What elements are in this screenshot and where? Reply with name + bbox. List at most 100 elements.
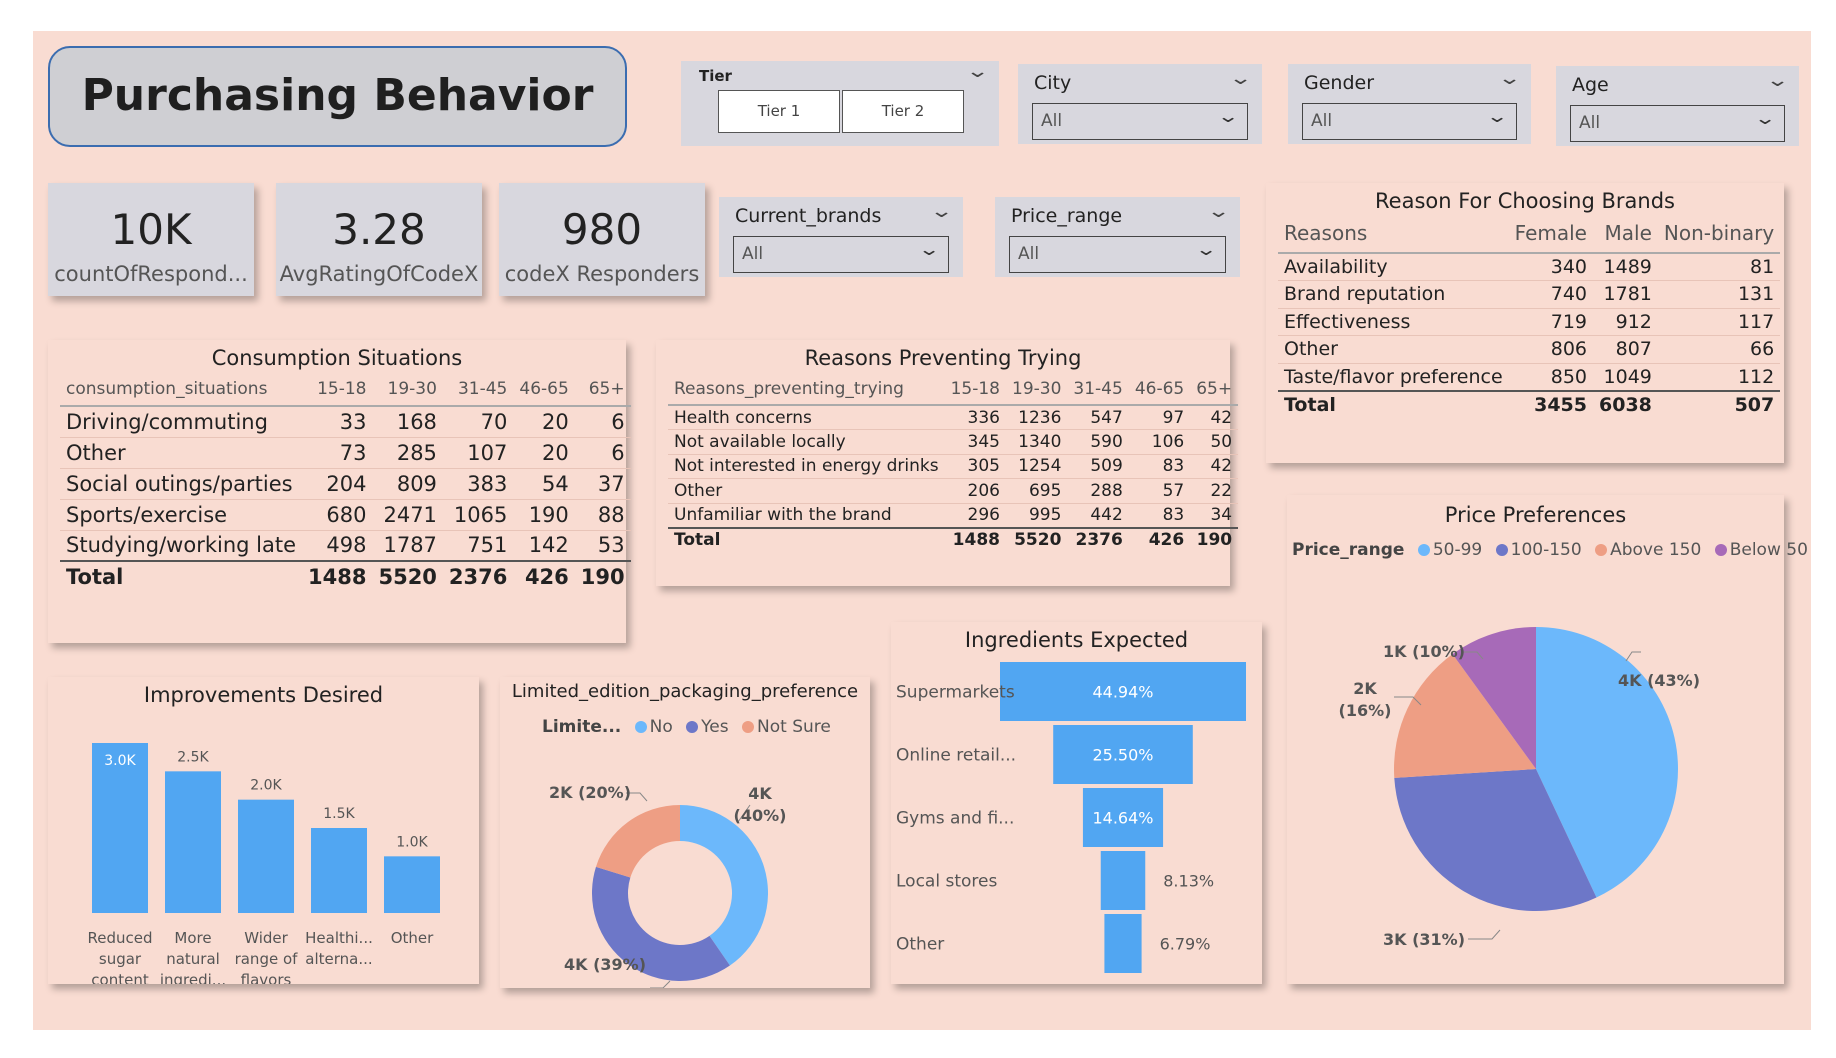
table-row: Not available locally 345 1340 590 106 50 xyxy=(668,429,1239,455)
funnel-bar[interactable] xyxy=(1000,662,1246,721)
table-cell: Effectiveness xyxy=(1278,308,1509,336)
table-cell: 83 xyxy=(1128,454,1191,479)
category-label: Healthi... xyxy=(305,929,373,947)
table-header-row: consumption_situations 15-18 19-30 31-45 46-… xyxy=(60,372,631,407)
gender-slicer[interactable]: Gender ⌄ All ⌄ xyxy=(1288,64,1531,144)
consumption-matrix-table: consumption_situations 15-18 19-30 31-45 46-… xyxy=(60,372,631,592)
table-row: Driving/commuting 33 168 70 20 6 xyxy=(60,406,631,438)
table-cell: 807 xyxy=(1593,335,1658,364)
column-header: 31-45 xyxy=(1067,373,1129,406)
price-range-slicer[interactable]: Price_range ⌄ All ⌄ xyxy=(995,197,1240,277)
table-cell: 54 xyxy=(513,468,575,500)
legend-item: Above 150 xyxy=(1610,540,1702,560)
city-slicer[interactable]: City ⌄ All ⌄ xyxy=(1018,64,1262,144)
consumption-matrix-card: Consumption Situations consumption_situa… xyxy=(48,340,631,643)
slice-data-label: 3K (31%) xyxy=(1383,930,1465,949)
price-chart-title: Price Preferences xyxy=(1444,503,1627,527)
pie-slice[interactable] xyxy=(1394,769,1597,911)
pie-slice[interactable] xyxy=(595,805,680,878)
pie-slice[interactable] xyxy=(1452,627,1536,769)
leader-line xyxy=(1394,696,1422,706)
slice-data-label: 4K (43%) xyxy=(1618,671,1700,690)
packaging-donut-chart: 4K (40%) 4K (39%) 2K (20%) xyxy=(549,783,786,988)
chevron-down-icon[interactable]: ⌄ xyxy=(929,201,954,222)
legend-item: Below 50 xyxy=(1729,540,1808,560)
current-brands-dropdown[interactable]: All ⌄ xyxy=(733,236,949,273)
table-header-row: Reasons Female Male Non-binary xyxy=(1278,213,1781,254)
table-cell: 73 xyxy=(302,437,373,469)
age-slicer[interactable]: Age ⌄ All ⌄ xyxy=(1556,66,1799,146)
funnel-bar[interactable] xyxy=(1104,914,1142,973)
bar-data-label: 1.5K xyxy=(323,806,355,822)
gender-dropdown[interactable]: All ⌄ xyxy=(1302,103,1517,140)
packaging-chart-title: Limited_edition_packaging_preference xyxy=(511,681,859,702)
legend-item: No xyxy=(649,717,673,737)
bar[interactable] xyxy=(311,828,367,913)
bar[interactable] xyxy=(92,743,148,913)
tier-option-1[interactable]: Tier 1 xyxy=(718,90,840,133)
category-label: flavors xyxy=(241,971,292,984)
table-cell: Unfamiliar with the brand xyxy=(668,503,945,528)
tier-option-2[interactable]: Tier 2 xyxy=(842,90,964,133)
chevron-down-icon[interactable]: ⌄ xyxy=(1497,68,1522,89)
pie-slice[interactable] xyxy=(1394,654,1536,778)
table-cell: 740 xyxy=(1508,280,1593,309)
tier-slicer[interactable]: Tier ⌄ Tier 1 Tier 2 xyxy=(681,61,999,146)
city-dropdown[interactable]: All ⌄ xyxy=(1032,103,1248,140)
funnel-bar[interactable] xyxy=(1082,788,1164,847)
table-cell: 190 xyxy=(1190,526,1239,552)
table-cell: 509 xyxy=(1067,454,1129,479)
kpi-value: 980 xyxy=(561,205,643,254)
chevron-down-icon: ⌄ xyxy=(1485,107,1509,127)
bar[interactable] xyxy=(165,771,221,913)
funnel-bar[interactable] xyxy=(1053,725,1193,784)
chevron-down-icon[interactable]: ⌄ xyxy=(1765,70,1790,91)
column-header: 65+ xyxy=(1190,373,1239,406)
table-row: Availability 340 1489 81 xyxy=(1278,253,1781,281)
age-dropdown[interactable]: All ⌄ xyxy=(1570,105,1785,142)
leader-line xyxy=(1468,929,1501,940)
pie-slice[interactable] xyxy=(1536,627,1678,898)
price-range-dropdown[interactable]: All ⌄ xyxy=(1009,236,1226,273)
table-header-row: Reasons_preventing_trying 15-18 19-30 31-45… xyxy=(668,373,1239,406)
slice-data-label: 1K (10%) xyxy=(1383,642,1465,661)
table-cell: 117 xyxy=(1657,308,1781,336)
table-cell: 168 xyxy=(372,406,443,438)
table-cell: 285 xyxy=(372,437,443,469)
table-row: Not interested in energy drinks 305 1254 50… xyxy=(668,454,1239,479)
column-header: Male xyxy=(1593,213,1658,254)
gender-slicer-label: Gender xyxy=(1304,72,1375,94)
age-slicer-label: Age xyxy=(1572,74,1609,96)
chevron-down-icon[interactable]: ⌄ xyxy=(1206,201,1231,222)
chevron-down-icon[interactable]: ⌄ xyxy=(965,61,990,82)
table-cell: 305 xyxy=(944,454,1006,479)
pie-slice[interactable] xyxy=(592,866,730,981)
kpi-label: codeX Responders xyxy=(504,262,700,286)
table-cell: 20 xyxy=(513,437,575,469)
bar[interactable] xyxy=(238,799,294,913)
table-cell: 1781 xyxy=(1593,280,1658,309)
page-title: Purchasing Behavior xyxy=(81,70,594,121)
bar-data-label: 2.0K xyxy=(250,778,282,794)
table-cell: 1254 xyxy=(1006,454,1068,479)
table-total-row: Total 1488 5520 2376 426 190 xyxy=(668,526,1239,552)
funnel-bar[interactable] xyxy=(1100,851,1146,910)
table-cell: 20 xyxy=(513,406,575,438)
current-brands-value: All xyxy=(742,244,764,264)
legend-dot-icon xyxy=(742,721,755,733)
pie-slice[interactable] xyxy=(680,805,768,966)
improvements-chart-title: Improvements Desired xyxy=(143,683,384,707)
brands-matrix-table: Reasons Female Male Non-binary Availability 3… xyxy=(1278,213,1781,418)
table-cell: 5520 xyxy=(1006,526,1068,552)
current-brands-slicer[interactable]: Current_brands ⌄ All ⌄ xyxy=(719,197,963,277)
category-label: Other xyxy=(391,929,434,947)
table-cell: 37 xyxy=(574,468,631,500)
bar-data-label: 3.0K xyxy=(104,753,136,769)
chevron-down-icon[interactable]: ⌄ xyxy=(1228,68,1253,89)
bar[interactable] xyxy=(384,856,440,913)
leader-line xyxy=(1625,651,1641,662)
category-label: ingredi... xyxy=(160,971,226,984)
packaging-legend-title: Limite... xyxy=(542,717,622,737)
kpi-card-avg-rating: 3.28 AvgRatingOfCodeX xyxy=(276,183,482,296)
table-cell: 1340 xyxy=(1006,429,1068,455)
